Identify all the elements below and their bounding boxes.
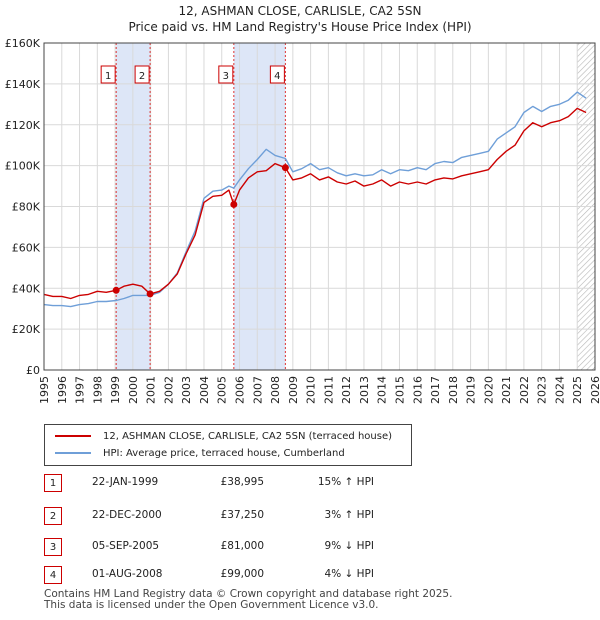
x-tick-label: 2014 — [376, 376, 389, 404]
x-tick-label: 2001 — [145, 376, 158, 404]
y-tick-label: £20K — [12, 323, 41, 336]
footer-attribution: Contains HM Land Registry data © Crown c… — [44, 589, 452, 611]
x-tick-label: 2000 — [127, 376, 140, 404]
transaction-badge: 1 — [44, 474, 62, 492]
x-tick-label: 2013 — [358, 376, 371, 404]
x-tick-label: 1996 — [56, 376, 69, 404]
y-tick-label: £120K — [5, 119, 41, 132]
transaction-hpi-diff: 9% ↓ HPI — [324, 540, 374, 552]
x-tick-label: 2008 — [269, 376, 282, 404]
x-tick-label: 2025 — [571, 376, 584, 404]
sale-number-box — [134, 65, 150, 84]
x-tick-label: 2006 — [234, 376, 247, 404]
y-tick-label: £0 — [26, 364, 40, 377]
transaction-row: 3 05-SEP-2005 £81,000 9% ↓ HPI — [44, 538, 424, 558]
chart-title-line2: Price paid vs. HM Land Registry's House … — [128, 20, 471, 34]
transaction-badge: 3 — [44, 538, 62, 556]
transaction-date: 22-JAN-1999 — [92, 476, 159, 488]
sale-point — [281, 164, 289, 172]
x-tick-label: 2024 — [553, 376, 566, 404]
transaction-date: 01-AUG-2008 — [92, 568, 163, 580]
transaction-price: £37,250 — [220, 509, 264, 521]
x-tick-label: 2010 — [305, 376, 318, 404]
sale-point — [112, 286, 120, 294]
x-tick-label: 2021 — [500, 376, 513, 404]
x-tick-label: 2004 — [198, 376, 211, 404]
transaction-date: 22-DEC-2000 — [92, 509, 162, 521]
sale-point — [146, 290, 154, 298]
x-tick-label: 2015 — [393, 376, 406, 404]
x-tick-label: 2018 — [447, 376, 460, 404]
x-tick-label: 2020 — [482, 376, 495, 404]
x-tick-label: 1998 — [91, 376, 104, 404]
x-tick-label: 2005 — [216, 376, 229, 404]
transaction-price: £38,995 — [220, 476, 264, 488]
sale-number-label: 1 — [105, 71, 111, 82]
plot-border — [43, 42, 596, 371]
transaction-row: 4 01-AUG-2008 £99,000 4% ↓ HPI — [44, 566, 424, 586]
x-tick-label: 2002 — [162, 376, 175, 404]
sale-number-box — [100, 65, 116, 84]
y-tick-label: £160K — [5, 37, 41, 50]
transaction-row: 2 22-DEC-2000 £37,250 3% ↑ HPI — [44, 507, 424, 527]
x-tick-label: 1999 — [109, 376, 122, 404]
transaction-hpi-diff: 3% ↑ HPI — [324, 509, 374, 521]
legend-item-property: 12, ASHMAN CLOSE, CARLISLE, CA2 5SN (ter… — [55, 428, 392, 444]
hpi-line — [43, 91, 587, 308]
x-tick-label: 2007 — [251, 376, 264, 404]
x-tick-label: 2022 — [518, 376, 531, 404]
chart-title-line1: 12, ASHMAN CLOSE, CARLISLE, CA2 5SN — [179, 4, 422, 18]
legend-label-property: 12, ASHMAN CLOSE, CARLISLE, CA2 5SN (ter… — [103, 430, 393, 442]
y-tick-label: £80K — [12, 201, 41, 214]
y-tick-label: £60K — [12, 241, 41, 254]
footer-line-1: Contains HM Land Registry data © Crown c… — [44, 588, 453, 600]
sale-number-label: 2 — [139, 71, 145, 82]
transaction-price: £99,000 — [220, 568, 264, 580]
x-tick-label: 2009 — [287, 376, 300, 404]
x-tick-label: 2023 — [536, 376, 549, 404]
y-tick-label: £140K — [5, 78, 41, 91]
sale-number-box — [269, 65, 285, 84]
price-chart: 12, ASHMAN CLOSE, CARLISLE, CA2 5SN Pric… — [5, 4, 600, 404]
y-tick-label: £40K — [12, 282, 41, 295]
x-tick-label: 1997 — [74, 376, 87, 404]
sale-number-box — [218, 65, 234, 84]
x-tick-label: 2012 — [340, 376, 353, 404]
transaction-row: 1 22-JAN-1999 £38,995 15% ↑ HPI — [44, 474, 424, 494]
footer-line-2: This data is licensed under the Open Gov… — [44, 599, 379, 611]
x-tick-label: 2017 — [429, 376, 442, 404]
transaction-hpi-diff: 4% ↓ HPI — [324, 568, 374, 580]
sale-number-label: 4 — [274, 71, 280, 82]
x-tick-label: 2011 — [322, 376, 335, 404]
transaction-badge: 4 — [44, 566, 62, 584]
sale-number-label: 3 — [223, 71, 229, 82]
legend-item-hpi: HPI: Average price, terraced house, Cumb… — [55, 445, 345, 461]
x-tick-label: 2019 — [465, 376, 478, 404]
legend-swatch-hpi — [55, 452, 91, 454]
x-tick-label: 1995 — [38, 376, 51, 404]
transaction-badge: 2 — [44, 507, 62, 525]
y-tick-label: £100K — [5, 160, 41, 173]
transaction-price: £81,000 — [220, 540, 264, 552]
chart-legend: 12, ASHMAN CLOSE, CARLISLE, CA2 5SN (ter… — [44, 424, 412, 466]
x-tick-label: 2003 — [180, 376, 193, 404]
property-price-line — [43, 107, 587, 300]
x-tick-label: 2026 — [589, 376, 600, 404]
sale-point — [230, 200, 238, 208]
transaction-hpi-diff: 15% ↑ HPI — [317, 476, 374, 488]
x-tick-label: 2016 — [411, 376, 424, 404]
legend-label-hpi: HPI: Average price, terraced house, Cumb… — [103, 447, 345, 459]
transaction-date: 05-SEP-2005 — [92, 540, 160, 552]
legend-swatch-property — [55, 435, 91, 437]
